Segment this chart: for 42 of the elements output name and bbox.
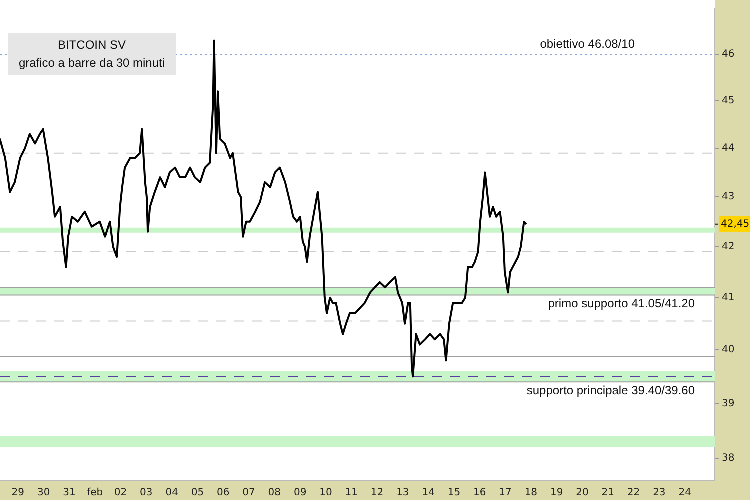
x-tick-label: 20 bbox=[576, 488, 589, 499]
x-tick-label: 06 bbox=[217, 488, 230, 499]
x-tick-label: 13 bbox=[396, 488, 410, 499]
band-label: primo supporto 41.05/41.20 bbox=[548, 296, 696, 311]
x-tick-label: 21 bbox=[602, 488, 614, 499]
y-tick-label: 44 bbox=[722, 143, 735, 154]
x-tick-label: 29 bbox=[12, 488, 25, 499]
text: BITCOIN SV bbox=[56, 37, 127, 54]
y-tick-label: 43 bbox=[722, 192, 735, 203]
x-tick-label: 16 bbox=[474, 488, 486, 499]
x-tick-label: feb bbox=[87, 488, 104, 499]
x-tick-label: 30 bbox=[37, 488, 50, 499]
x-tick-label: 07 bbox=[242, 488, 256, 499]
x-tick-label: 17 bbox=[499, 488, 512, 499]
x-tick-label: 10 bbox=[320, 488, 332, 499]
ref-line-label: obiettivo 46.08/10 bbox=[540, 36, 636, 51]
y-tick-label: 42 bbox=[722, 242, 735, 253]
text: grafico a barre da 30 minuti bbox=[18, 55, 166, 72]
y-tick-label: 40 bbox=[722, 344, 735, 356]
y-tick-label: 38 bbox=[722, 453, 735, 464]
x-tick-label: 03 bbox=[140, 488, 153, 499]
x-tick-label: 14 bbox=[422, 488, 435, 499]
y-tick-label: 45 bbox=[722, 96, 735, 107]
text: 42,45 bbox=[721, 218, 750, 230]
band-label: supporto principale 39.40/39.60 bbox=[526, 383, 696, 398]
x-tick-label: 11 bbox=[345, 488, 358, 499]
x-tick-label: 23 bbox=[653, 488, 666, 499]
x-tick-label: 22 bbox=[627, 488, 640, 499]
x-tick-label: 18 bbox=[524, 488, 538, 499]
x-tick-label: 08 bbox=[268, 488, 282, 499]
x-tick-label: 04 bbox=[166, 488, 178, 499]
y-tick-label: 39 bbox=[722, 398, 735, 410]
y-tick-label: 41 bbox=[722, 292, 735, 304]
x-tick-label: 24 bbox=[678, 488, 692, 499]
x-tick-label: 31 bbox=[63, 488, 76, 499]
y-tick-label: 46 bbox=[722, 49, 735, 60]
x-tick-label: 15 bbox=[448, 488, 461, 499]
x-tick-label: 05 bbox=[191, 488, 204, 499]
x-tick-label: 09 bbox=[294, 488, 307, 499]
x-tick-label: 12 bbox=[370, 488, 384, 499]
x-tick-label: 02 bbox=[114, 488, 128, 499]
x-tick-label: 19 bbox=[550, 488, 564, 499]
